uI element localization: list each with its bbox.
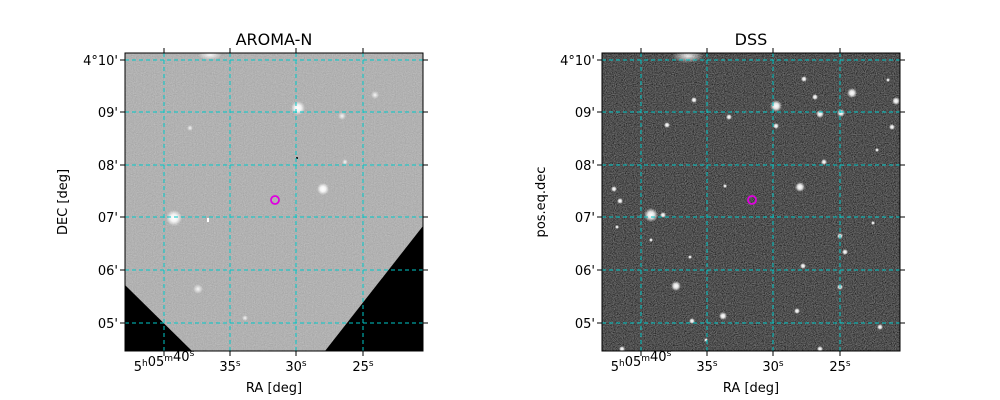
panel-dss: DSS — [534, 30, 905, 396]
x-tick-label: 30s — [285, 359, 307, 375]
coordinate-grid — [125, 53, 423, 351]
y-tick-label: 07' — [98, 211, 118, 226]
stars — [166, 53, 379, 321]
x-tick-label: 35s — [696, 359, 718, 375]
x-tick-labels: 5h05m40s 35s 30s 25s — [134, 349, 374, 375]
x-tick-label: 25s — [352, 359, 374, 375]
masked-region — [325, 226, 423, 351]
y-axis-label: DEC [deg] — [56, 169, 71, 235]
stars — [611, 53, 900, 351]
y-tick-label: 05' — [98, 317, 118, 332]
y-tick-label: 06' — [575, 264, 595, 279]
x-axis-label: RA [deg] — [246, 381, 302, 396]
target-marker — [747, 195, 757, 205]
x-tick-label: 35s — [219, 359, 241, 375]
y-tick-label: 08' — [98, 159, 118, 174]
x-tick-label: 5h05m40s — [611, 349, 672, 375]
y-tick-label: 05' — [575, 317, 595, 332]
y-tick-labels: 4°10' 09' 08' 07' 06' 05' — [560, 54, 595, 332]
y-tick-label: 09' — [98, 106, 118, 121]
panel-title: DSS — [735, 30, 768, 49]
x-tick-label: 5h05m40s — [134, 349, 195, 375]
sky-image — [602, 53, 900, 351]
masked-region — [125, 285, 192, 351]
y-tick-label: 06' — [98, 264, 118, 279]
x-tick-label: 30s — [762, 359, 784, 375]
y-tick-labels: 4°10' 09' 08' 07' 06' 05' — [83, 54, 118, 332]
x-axis-label: RA [deg] — [723, 381, 779, 396]
axis-ticks — [120, 48, 428, 356]
panel-aroma-n: AROMA-N 4°10' 09' — [56, 30, 428, 396]
x-tick-label: 25s — [829, 359, 851, 375]
y-tick-label: 4°10' — [560, 54, 595, 69]
coordinate-grid — [602, 53, 900, 351]
y-tick-label: 07' — [575, 211, 595, 226]
panel-title: AROMA-N — [236, 30, 313, 49]
target-marker — [270, 195, 280, 205]
y-axis-label: pos.eq.dec — [534, 167, 549, 238]
y-tick-label: 09' — [575, 106, 595, 121]
y-tick-label: 4°10' — [83, 54, 118, 69]
axis-ticks — [597, 48, 905, 356]
y-tick-label: 08' — [575, 159, 595, 174]
sky-image — [125, 53, 423, 351]
x-tick-labels: 5h05m40s 35s 30s 25s — [611, 349, 851, 375]
